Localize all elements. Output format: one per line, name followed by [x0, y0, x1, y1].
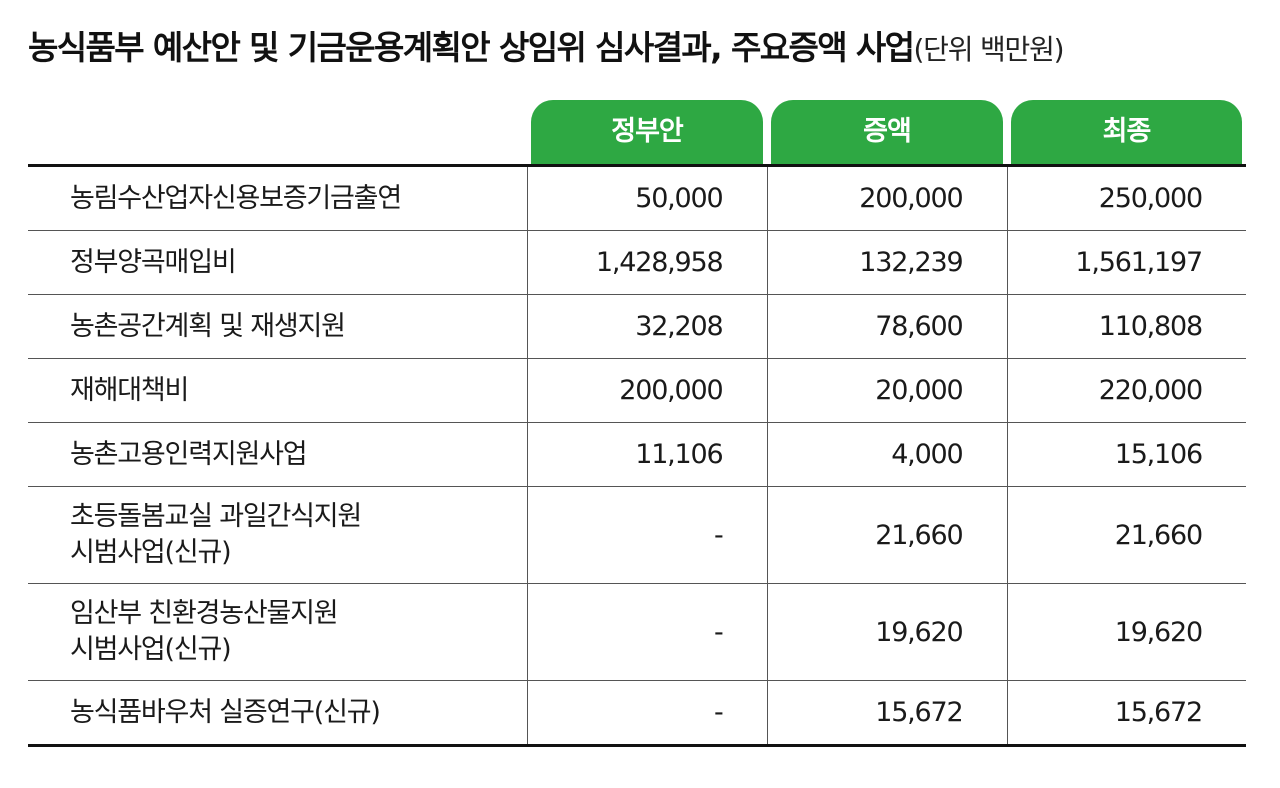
row-label-line: 시범사업(신규): [70, 537, 232, 568]
cell-government: -: [526, 486, 767, 584]
cell-increase: 19,620: [766, 583, 1007, 681]
cell-increase: 4,000: [766, 422, 1007, 487]
table-row: 농림수산업자신용보증기금출연 50,000 200,000 250,000: [28, 165, 1246, 231]
table-row: 정부양곡매입비 1,428,958 132,239 1,561,197: [28, 230, 1246, 295]
row-label: 농림수산업자신용보증기금출연: [28, 165, 527, 231]
table-row: 농식품바우처 실증연구(신규) - 15,672 15,672: [28, 680, 1246, 747]
table-row: 농촌고용인력지원사업 11,106 4,000 15,106: [28, 422, 1246, 487]
cell-increase: 21,660: [766, 486, 1007, 584]
cell-final: 1,561,197: [1006, 230, 1246, 295]
cell-final: 15,672: [1006, 680, 1246, 747]
table-row: 재해대책비 200,000 20,000 220,000: [28, 358, 1246, 423]
column-header-final: 최종: [1011, 100, 1242, 164]
header-cell-increase: 증액: [767, 100, 1007, 166]
column-header-government: 정부안: [531, 100, 763, 164]
cell-final: 250,000: [1006, 165, 1246, 231]
cell-government: 50,000: [526, 165, 767, 231]
budget-table-wrap: 정부안 증액 최종 농림수산업자신용보증기금출연 50,000 200,000 …: [28, 100, 1246, 747]
cell-final: 15,106: [1006, 422, 1246, 487]
row-label: 정부양곡매입비: [28, 230, 527, 295]
title-unit: (단위 백만원): [913, 33, 1064, 66]
cell-government: 11,106: [526, 422, 767, 487]
row-label-line: 농림수산업자신용보증기금출연: [70, 182, 402, 214]
column-header-increase: 증액: [771, 100, 1003, 164]
row-label-line: 농촌고용인력지원사업: [70, 438, 308, 470]
cell-government: 1,428,958: [526, 230, 767, 295]
cell-increase: 20,000: [766, 358, 1007, 423]
row-label: 농촌고용인력지원사업: [28, 422, 527, 487]
row-label-line: 농촌공간계획 및 재생지원: [70, 310, 346, 342]
cell-increase: 78,600: [766, 294, 1007, 359]
cell-final: 110,808: [1006, 294, 1246, 359]
cell-government: -: [526, 680, 767, 747]
title-main: 농식품부 예산안 및 기금운용계획안 상임위 심사결과, 주요증액 사업: [28, 28, 915, 67]
row-label-line: 정부양곡매입비: [70, 246, 237, 278]
header-corner: [28, 100, 527, 166]
cell-final: 21,660: [1006, 486, 1246, 584]
row-label-line: 초등돌봄교실 과일간식지원: [70, 501, 362, 532]
budget-table: 정부안 증액 최종 농림수산업자신용보증기금출연 50,000 200,000 …: [28, 100, 1246, 747]
cell-increase: 15,672: [766, 680, 1007, 747]
cell-government: 200,000: [526, 358, 767, 423]
cell-increase: 132,239: [766, 230, 1007, 295]
header-row: 정부안 증액 최종: [28, 100, 1246, 166]
cell-government: 32,208: [526, 294, 767, 359]
table-row: 농촌공간계획 및 재생지원 32,208 78,600 110,808: [28, 294, 1246, 359]
cell-final: 220,000: [1006, 358, 1246, 423]
header-cell-final: 최종: [1007, 100, 1246, 166]
chart-title: 농식품부 예산안 및 기금운용계획안 상임위 심사결과, 주요증액 사업(단위 …: [28, 20, 1258, 78]
row-label: 농촌공간계획 및 재생지원: [28, 294, 527, 359]
cell-final: 19,620: [1006, 583, 1246, 681]
cell-increase: 200,000: [766, 165, 1007, 231]
row-label-line: 농식품바우처 실증연구(신규): [70, 696, 381, 728]
header-cell-government: 정부안: [527, 100, 767, 166]
row-label: 농식품바우처 실증연구(신규): [28, 680, 527, 747]
row-label: 재해대책비: [28, 358, 527, 423]
row-label-line: 임산부 친환경농산물지원: [70, 598, 339, 629]
row-label-line: 재해대책비: [70, 374, 189, 406]
cell-government: -: [526, 583, 767, 681]
row-label-line: 시범사업(신규): [70, 634, 232, 665]
